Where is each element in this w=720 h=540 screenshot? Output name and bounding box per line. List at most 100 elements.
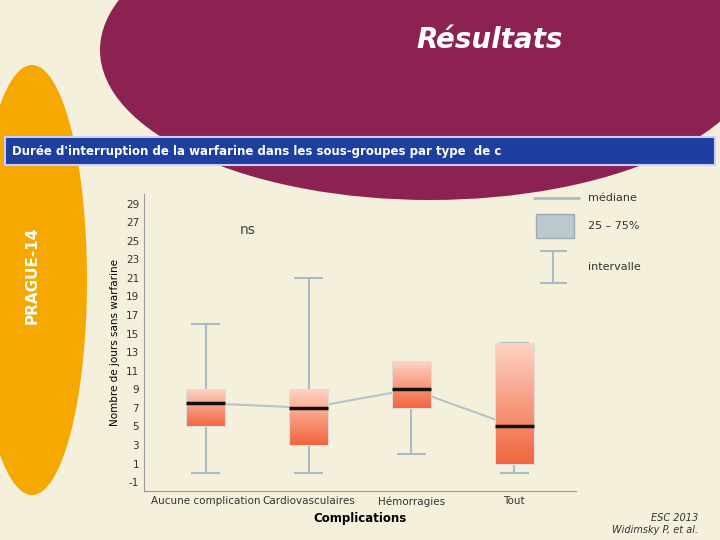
Bar: [186, 402, 225, 403]
Bar: [289, 427, 328, 428]
Text: Durée d'interruption de la warfarine dans les sous-groupes par type  de c: Durée d'interruption de la warfarine dan…: [12, 145, 501, 158]
Bar: [186, 424, 225, 425]
Bar: [495, 351, 534, 353]
Bar: [392, 375, 431, 376]
Bar: [186, 409, 225, 410]
Bar: [186, 426, 225, 427]
Bar: [495, 353, 534, 355]
Bar: [495, 407, 534, 409]
Bar: [495, 409, 534, 411]
Bar: [289, 433, 328, 434]
Bar: [495, 381, 534, 383]
Bar: [495, 355, 534, 357]
Bar: [495, 405, 534, 407]
Bar: [289, 438, 328, 440]
Bar: [495, 393, 534, 395]
Bar: [186, 415, 225, 416]
Bar: [495, 367, 534, 369]
Bar: [186, 391, 225, 392]
Bar: [289, 428, 328, 429]
Bar: [392, 381, 431, 382]
Bar: [186, 404, 225, 405]
Bar: [186, 396, 225, 397]
Bar: [495, 429, 534, 431]
Bar: [392, 382, 431, 383]
Bar: [392, 392, 431, 393]
Bar: [289, 426, 328, 427]
Bar: [289, 431, 328, 432]
Bar: [495, 423, 534, 426]
Bar: [289, 396, 328, 397]
Bar: [495, 343, 534, 345]
Bar: [186, 401, 225, 402]
Bar: [392, 379, 431, 380]
Bar: [186, 412, 225, 413]
Bar: [392, 395, 431, 396]
Bar: [186, 416, 225, 417]
Bar: [289, 399, 328, 400]
Bar: [392, 391, 431, 392]
Bar: [392, 405, 431, 406]
Bar: [495, 434, 534, 435]
Bar: [186, 423, 225, 424]
Bar: [495, 403, 534, 405]
Bar: [392, 368, 431, 369]
FancyBboxPatch shape: [5, 137, 715, 165]
Bar: [495, 427, 534, 429]
Bar: [495, 460, 534, 462]
Text: médiane: médiane: [588, 193, 637, 202]
Bar: [495, 440, 534, 441]
Bar: [186, 392, 225, 393]
Bar: [495, 389, 534, 391]
Bar: [289, 400, 328, 401]
Bar: [495, 391, 534, 393]
Bar: [186, 395, 225, 396]
Bar: [289, 421, 328, 422]
Bar: [186, 394, 225, 395]
Bar: [186, 393, 225, 394]
Text: PRAGUE-14: PRAGUE-14: [24, 226, 40, 323]
Bar: [392, 393, 431, 394]
Bar: [289, 405, 328, 406]
Bar: [186, 422, 225, 423]
Bar: [289, 392, 328, 393]
Bar: [392, 371, 431, 372]
Text: Résultats: Résultats: [417, 26, 563, 54]
Bar: [186, 417, 225, 418]
Text: ns: ns: [240, 223, 256, 237]
Text: intervalle: intervalle: [588, 262, 641, 272]
Bar: [392, 370, 431, 371]
Bar: [186, 389, 225, 390]
Bar: [289, 420, 328, 421]
Bar: [289, 416, 328, 417]
Bar: [495, 426, 534, 427]
Bar: [289, 401, 328, 402]
Bar: [289, 429, 328, 430]
Bar: [289, 418, 328, 419]
Bar: [289, 434, 328, 435]
Bar: [495, 421, 534, 423]
Bar: [495, 443, 534, 446]
Bar: [392, 386, 431, 387]
Bar: [495, 448, 534, 449]
Bar: [392, 402, 431, 403]
Bar: [289, 408, 328, 409]
Bar: [289, 389, 328, 445]
Bar: [495, 395, 534, 397]
Bar: [495, 375, 534, 377]
Bar: [289, 393, 328, 394]
Bar: [495, 417, 534, 420]
Bar: [392, 364, 431, 366]
Bar: [289, 442, 328, 443]
Bar: [495, 456, 534, 457]
Bar: [392, 374, 431, 375]
Bar: [289, 409, 328, 410]
Bar: [289, 440, 328, 441]
Bar: [186, 407, 225, 408]
Bar: [495, 413, 534, 415]
Bar: [495, 435, 534, 437]
Bar: [289, 395, 328, 396]
Bar: [186, 420, 225, 421]
Bar: [495, 347, 534, 349]
Bar: [392, 388, 431, 389]
